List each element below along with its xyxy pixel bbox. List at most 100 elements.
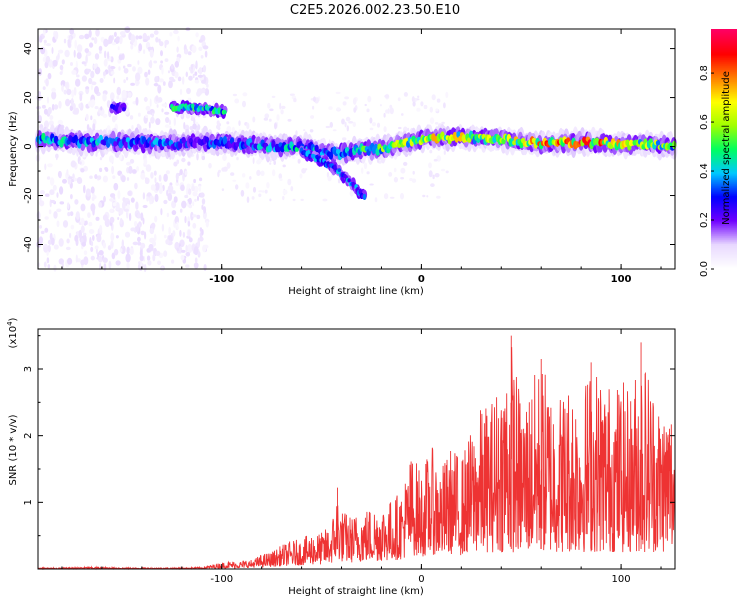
noise-mark (434, 122, 439, 125)
noise-mark (80, 217, 85, 226)
noise-mark (40, 230, 45, 235)
colorbar-segment (711, 111, 737, 114)
noise-mark (183, 122, 186, 130)
noise-mark (73, 87, 77, 96)
noise-mark (186, 187, 189, 196)
noise-mark (76, 258, 81, 263)
noise-mark (124, 26, 131, 33)
colorbar-segment (711, 215, 737, 218)
noise-mark (142, 192, 146, 200)
noise-mark (89, 175, 93, 179)
y-tick-label: 2 (23, 432, 34, 438)
colorbar-segment (711, 197, 737, 200)
noise-mark (38, 236, 44, 245)
noise-mark (164, 111, 170, 115)
noise-mark (416, 107, 421, 112)
noise-mark (222, 154, 227, 161)
spectrogram-xlabel: Height of straight line (km) (288, 286, 424, 297)
noise-mark (97, 252, 100, 259)
noise-mark (71, 69, 77, 75)
noise-mark (69, 211, 74, 217)
colorbar-segment (711, 143, 737, 146)
noise-mark (166, 212, 170, 218)
ridge-core (222, 135, 228, 145)
snr-series (37, 335, 676, 571)
noise-mark (242, 100, 246, 108)
noise-mark (126, 262, 130, 269)
colorbar-segment (711, 193, 737, 196)
noise-mark (234, 98, 240, 104)
noise-mark (136, 80, 140, 85)
noise-mark (145, 177, 150, 185)
colorbar-tick-label: 0.2 (699, 212, 710, 228)
noise-mark (140, 260, 143, 268)
noise-mark (132, 241, 139, 246)
noise-mark (94, 53, 100, 60)
noise-mark (103, 195, 106, 203)
snr-multiplier-base: (x10 (8, 326, 19, 349)
noise-mark (195, 32, 199, 38)
noise-mark (107, 51, 110, 60)
colorbar-segment (711, 71, 737, 74)
noise-mark (118, 66, 121, 71)
noise-mark (164, 42, 167, 49)
noise-mark (39, 200, 45, 207)
noise-mark (352, 121, 356, 128)
noise-mark (423, 104, 428, 110)
noise-mark (73, 49, 76, 58)
colorbar-segment (711, 35, 737, 38)
noise-mark (174, 216, 179, 225)
ridge-core (123, 140, 129, 149)
noise-mark (112, 175, 116, 180)
noise-mark (202, 244, 207, 253)
noise-mark (303, 129, 306, 132)
noise-mark (332, 129, 337, 132)
noise-mark (348, 121, 354, 124)
colorbar-segment (711, 185, 737, 188)
colorbar-segment (711, 169, 737, 172)
noise-mark (54, 31, 59, 40)
colorbar-segment (711, 91, 737, 94)
colorbar-segment (711, 125, 737, 128)
noise-mark (193, 246, 199, 256)
noise-mark (90, 70, 95, 79)
x-tick-label: 0 (418, 574, 424, 585)
noise-mark (149, 200, 153, 205)
colorbar-segment (711, 127, 737, 130)
noise-mark (47, 107, 52, 115)
colorbar-segment (711, 103, 737, 106)
noise-mark (113, 248, 119, 256)
colorbar-segment (711, 37, 737, 40)
noise-mark (401, 113, 404, 116)
noise-mark (87, 212, 91, 219)
colorbar-segment (711, 97, 737, 100)
noise-mark (226, 162, 231, 169)
noise-mark (152, 240, 156, 247)
colorbar-segment (711, 133, 737, 136)
noise-mark (98, 45, 103, 52)
snr-ylabel: SNR (10 * v/v) (8, 414, 19, 485)
noise-mark (199, 88, 206, 94)
colorbar-segment (711, 249, 737, 252)
noise-mark (131, 169, 137, 174)
noise-mark (59, 71, 63, 75)
noise-mark (75, 78, 81, 87)
noise-mark (149, 98, 152, 107)
noise-mark (43, 261, 47, 268)
y-tick-label: 40 (23, 42, 34, 55)
noise-mark (364, 103, 367, 107)
noise-mark (400, 177, 404, 180)
noise-mark (103, 263, 107, 271)
noise-mark (51, 237, 55, 246)
noise-mark (202, 45, 209, 50)
noise-mark (97, 175, 102, 181)
noise-mark (74, 199, 79, 205)
colorbar-segment (711, 161, 737, 164)
noise-mark (190, 211, 194, 221)
noise-mark (38, 115, 42, 123)
colorbar-segment (711, 179, 737, 182)
noise-mark (94, 174, 98, 180)
colorbar-segment (711, 39, 737, 42)
noise-mark (113, 182, 119, 191)
